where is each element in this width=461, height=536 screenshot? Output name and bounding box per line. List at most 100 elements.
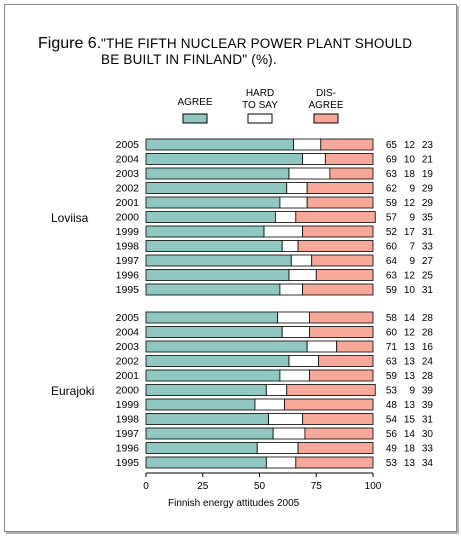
value-label: 53 <box>386 386 398 397</box>
value-label: 16 <box>422 342 434 353</box>
value-label: 49 <box>386 444 398 455</box>
value-label: 59 <box>386 198 398 209</box>
bar-segment <box>281 326 310 338</box>
bar-segment <box>145 340 308 353</box>
value-label: 12 <box>404 198 416 209</box>
value-label: 48 <box>386 400 398 411</box>
legend-label: DIS- <box>316 88 336 99</box>
bar-segment <box>279 369 310 382</box>
value-label: 63 <box>386 271 398 282</box>
value-label: 31 <box>422 285 434 296</box>
year-label: 2000 <box>116 212 140 224</box>
bar-segment <box>284 398 374 411</box>
value-label: 15 <box>404 415 416 426</box>
value-label: 60 <box>386 242 398 253</box>
x-tick-label: 50 <box>254 481 266 492</box>
year-label: 1996 <box>116 443 140 455</box>
value-label: 9 <box>409 184 415 195</box>
value-label: 7 <box>409 242 415 253</box>
value-label: 29 <box>422 198 434 209</box>
year-label: 2002 <box>116 356 140 368</box>
value-label: 10 <box>404 155 416 166</box>
value-label: 23 <box>422 140 434 151</box>
year-label: 2001 <box>116 197 140 209</box>
value-label: 30 <box>422 429 434 440</box>
legend-label: AGREE <box>177 97 212 108</box>
legend-label: HARD <box>246 88 274 99</box>
bar-segment <box>268 413 304 425</box>
legend-swatch <box>313 113 339 124</box>
year-label: 1999 <box>116 226 140 238</box>
value-label: 18 <box>404 169 416 180</box>
bar-segment <box>315 269 374 281</box>
year-label: 1996 <box>116 270 140 282</box>
bar-segment <box>145 283 281 296</box>
bar-segment <box>293 138 322 151</box>
footnote: Finnish energy attitudes 2005 <box>168 498 300 509</box>
value-label: 53 <box>386 458 398 469</box>
value-label: 34 <box>422 458 434 469</box>
value-label: 13 <box>404 458 416 469</box>
value-label: 59 <box>386 285 398 296</box>
bar-segment <box>306 340 338 353</box>
bar-segment <box>265 456 297 469</box>
value-label: 39 <box>422 400 434 411</box>
value-label: 24 <box>422 357 434 368</box>
bar-segment <box>145 153 304 165</box>
value-label: 12 <box>404 328 416 339</box>
value-label: 13 <box>404 371 416 382</box>
year-label: 1999 <box>116 399 140 411</box>
year-label: 2001 <box>116 370 140 382</box>
bar-segment <box>272 427 306 440</box>
bar-segment <box>277 311 310 324</box>
bar-segment <box>320 138 374 151</box>
value-label: 28 <box>422 328 434 339</box>
x-tick-label: 0 <box>143 481 149 492</box>
bar-segment <box>145 369 281 382</box>
year-label: 2004 <box>116 327 140 339</box>
legend-label: TO SAY <box>242 100 278 111</box>
value-label: 19 <box>422 169 434 180</box>
value-label: 71 <box>386 342 398 353</box>
value-label: 13 <box>404 400 416 411</box>
bar-segment <box>145 442 258 454</box>
value-label: 33 <box>422 242 434 253</box>
bar-segment <box>309 326 374 338</box>
value-label: 28 <box>422 371 434 382</box>
bar-segment <box>145 355 290 367</box>
group-label: Loviisa <box>51 211 89 225</box>
value-label: 57 <box>386 213 398 224</box>
year-label: 2000 <box>116 385 140 397</box>
bar-segment <box>145 167 290 180</box>
bar-segment <box>309 311 374 324</box>
value-label: 58 <box>386 313 398 324</box>
bar-segment <box>274 211 297 223</box>
bar-segment <box>288 269 317 281</box>
bar-segment <box>145 413 269 425</box>
year-label: 2003 <box>116 168 140 180</box>
bar-segment <box>306 182 374 194</box>
figure-label: Figure 6. <box>38 35 101 52</box>
bar-segment <box>311 254 374 267</box>
value-label: 31 <box>422 415 434 426</box>
bar-segment <box>145 196 281 209</box>
year-label: 1997 <box>116 255 140 267</box>
bar-segment <box>263 225 304 238</box>
year-label: 2002 <box>116 183 140 195</box>
x-tick-label: 100 <box>365 481 382 492</box>
bar-segment <box>145 326 283 338</box>
value-label: 63 <box>386 169 398 180</box>
bar-segment <box>254 398 285 411</box>
value-label: 14 <box>404 429 416 440</box>
value-label: 13 <box>404 357 416 368</box>
x-tick-label: 25 <box>197 481 209 492</box>
bar-segment <box>290 254 313 267</box>
bar-segment <box>302 225 374 238</box>
bar-segment <box>295 211 376 223</box>
bar-segment <box>281 240 299 252</box>
bar-segment <box>288 167 331 180</box>
value-label: 62 <box>386 184 398 195</box>
x-tick-label: 75 <box>311 481 323 492</box>
bar-segment <box>329 167 374 180</box>
year-label: 1995 <box>116 457 140 469</box>
